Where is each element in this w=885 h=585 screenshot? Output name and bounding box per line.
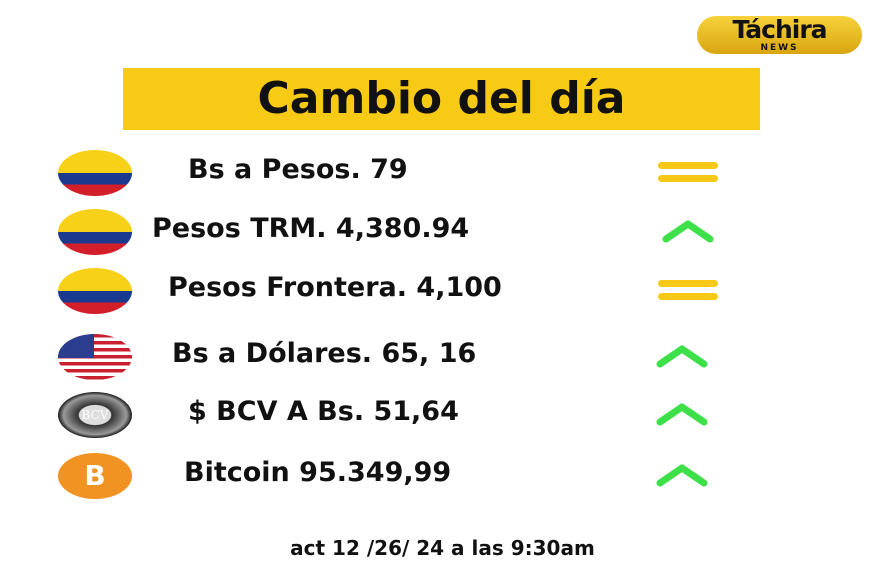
page-title: Cambio del día — [123, 68, 760, 130]
equal-icon — [658, 280, 718, 306]
arrow-up-icon — [656, 464, 708, 487]
rate-row-bs-pesos: Bs a Pesos. 79 — [0, 148, 885, 198]
rate-row-bitcoin: B Bitcoin 95.349,99 — [0, 451, 885, 501]
equal-icon — [658, 162, 718, 188]
bcv-seal-icon: BCV — [58, 392, 132, 438]
rate-row-bcv: BCV $ BCV A Bs. 51,64 — [0, 390, 885, 440]
arrow-up-icon — [656, 345, 708, 368]
colombia-flag-icon — [58, 150, 132, 196]
rate-row-bs-dolares: Bs a Dólares. 65, 16 — [0, 332, 885, 382]
arrow-up-icon — [662, 220, 714, 243]
arrow-up-icon — [656, 403, 708, 426]
update-timestamp: act 12 /26/ 24 a las 9:30am — [290, 536, 595, 560]
rate-row-pesos-trm: Pesos TRM. 4,380.94 — [0, 207, 885, 257]
colombia-flag-icon — [58, 268, 132, 314]
tachira-news-logo: Táchira NEWS — [697, 16, 862, 54]
bitcoin-icon: B — [58, 453, 132, 499]
colombia-flag-icon — [58, 209, 132, 255]
usa-flag-icon — [58, 334, 132, 380]
rate-row-pesos-frontera: Pesos Frontera. 4,100 — [0, 266, 885, 316]
